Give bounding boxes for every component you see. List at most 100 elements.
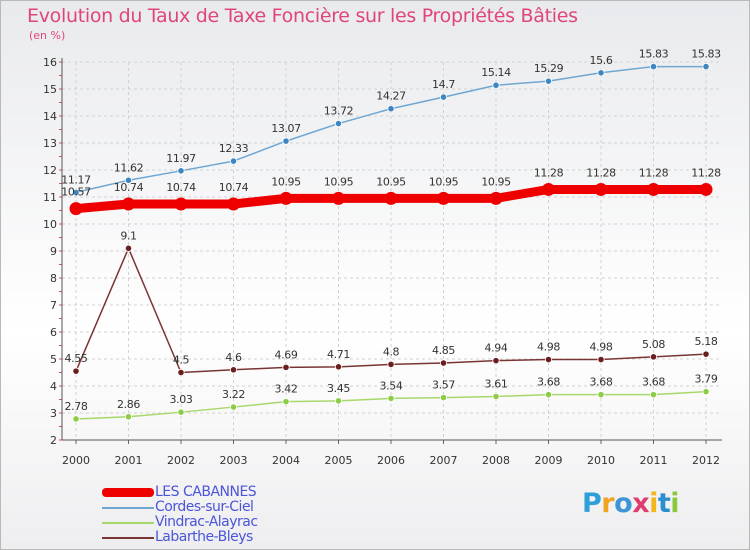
data-point-labarthe-bleys	[649, 353, 658, 361]
data-label-vindrac-alayrac: 3.42	[275, 383, 298, 396]
data-point-vindrac-alayrac	[72, 415, 80, 423]
legend-swatch-les-cabannes	[102, 488, 154, 497]
data-point-les-cabannes	[699, 182, 713, 196]
y-tick-label: 8	[50, 272, 57, 285]
data-label-labarthe-bleys: 4.5	[173, 354, 190, 367]
data-label-vindrac-alayrac: 3.57	[432, 379, 455, 392]
data-point-les-cabannes	[69, 202, 83, 216]
data-label-les-cabannes: 10.95	[481, 175, 511, 188]
legend-swatch-labarthe-bleys	[102, 537, 154, 539]
data-point-labarthe-bleys	[492, 357, 500, 365]
data-point-cordes-sur-ciel	[124, 176, 133, 184]
data-label-vindrac-alayrac: 3.68	[642, 376, 665, 389]
data-label-labarthe-bleys: 4.98	[537, 341, 560, 354]
x-tick-label: 2009	[535, 454, 563, 467]
data-label-cordes-sur-ciel: 14.27	[376, 90, 406, 103]
data-label-les-cabannes: 10.74	[114, 181, 144, 194]
data-point-labarthe-bleys	[597, 355, 605, 364]
data-label-labarthe-bleys: 5.08	[642, 338, 665, 351]
data-label-vindrac-alayrac: 3.68	[590, 376, 613, 389]
legend-label: Vindrac-Alayrac	[155, 514, 258, 530]
data-label-cordes-sur-ciel: 15.29	[534, 62, 564, 75]
y-axis-unit: (en %)	[29, 29, 66, 42]
data-label-vindrac-alayrac: 3.61	[485, 378, 508, 391]
x-tick-label: 2000	[62, 454, 90, 467]
data-label-les-cabannes: 11.28	[639, 166, 669, 179]
data-point-labarthe-bleys	[124, 244, 133, 252]
data-label-labarthe-bleys: 4.55	[65, 352, 88, 365]
data-point-vindrac-alayrac	[597, 391, 605, 399]
data-label-les-cabannes: 11.28	[534, 166, 564, 179]
y-tick-label: 3	[50, 407, 57, 420]
x-tick-label: 2006	[377, 454, 405, 467]
y-tick-label: 11	[43, 191, 57, 204]
data-label-cordes-sur-ciel: 11.97	[166, 152, 196, 165]
data-label-labarthe-bleys: 4.69	[275, 348, 298, 361]
x-tick-label: 2008	[482, 454, 510, 467]
data-label-les-cabannes: 10.95	[429, 175, 459, 188]
data-point-les-cabannes	[594, 182, 608, 196]
data-label-les-cabannes: 10.74	[166, 181, 196, 194]
y-tick-label: 9	[50, 245, 57, 258]
data-point-labarthe-bleys	[334, 363, 343, 371]
x-tick-label: 2007	[430, 454, 458, 467]
y-tick-label: 15	[43, 83, 57, 96]
data-label-cordes-sur-ciel: 15.6	[590, 54, 613, 67]
data-point-les-cabannes	[437, 191, 450, 205]
y-tick-label: 13	[43, 137, 57, 150]
data-label-labarthe-bleys: 4.8	[383, 345, 400, 358]
data-label-labarthe-bleys: 9.1	[120, 229, 136, 242]
y-tick-label: 10	[43, 218, 57, 231]
data-label-cordes-sur-ciel: 15.83	[639, 48, 669, 61]
data-point-vindrac-alayrac	[229, 403, 238, 411]
data-point-vindrac-alayrac	[544, 391, 553, 399]
legend-label: Labarthe-Bleys	[155, 529, 253, 545]
data-point-cordes-sur-ciel	[387, 105, 395, 113]
data-point-vindrac-alayrac	[282, 398, 290, 406]
data-point-vindrac-alayrac	[334, 397, 343, 405]
data-point-vindrac-alayrac	[649, 391, 658, 399]
legend-label: Cordes-sur-Ciel	[155, 499, 254, 515]
data-label-cordes-sur-ciel: 14.7	[432, 78, 455, 91]
data-point-labarthe-bleys	[229, 366, 238, 374]
y-tick-label: 16	[43, 56, 57, 69]
data-label-cordes-sur-ciel: 15.14	[481, 66, 511, 79]
data-point-les-cabannes	[332, 191, 345, 205]
data-label-les-cabannes: 11.28	[691, 166, 721, 179]
data-point-vindrac-alayrac	[124, 413, 133, 421]
x-tick-label: 2002	[167, 454, 195, 467]
data-label-les-cabannes: 10.95	[376, 175, 406, 188]
data-point-labarthe-bleys	[439, 359, 448, 367]
data-point-les-cabannes	[647, 182, 660, 196]
data-label-vindrac-alayrac: 3.03	[170, 393, 193, 406]
data-label-labarthe-bleys: 4.85	[432, 344, 455, 357]
y-tick-label: 4	[50, 380, 57, 393]
data-point-cordes-sur-ciel	[649, 62, 658, 71]
data-label-cordes-sur-ciel: 13.07	[271, 122, 301, 135]
data-label-cordes-sur-ciel: 11.62	[114, 161, 144, 174]
legend-label: LES CABANNES	[155, 484, 257, 500]
data-label-cordes-sur-ciel: 15.83	[691, 48, 721, 61]
data-point-labarthe-bleys	[282, 363, 290, 371]
data-label-labarthe-bleys: 4.71	[327, 348, 350, 361]
y-tick-label: 7	[50, 299, 57, 312]
data-point-cordes-sur-ciel	[544, 77, 553, 85]
data-point-labarthe-bleys	[387, 360, 395, 368]
data-point-cordes-sur-ciel	[597, 69, 605, 77]
data-label-vindrac-alayrac: 2.86	[117, 398, 140, 411]
x-tick-label: 2012	[692, 454, 720, 467]
data-point-les-cabannes	[384, 191, 398, 205]
y-tick-label: 14	[43, 110, 57, 123]
data-point-les-cabannes	[227, 197, 240, 211]
data-label-vindrac-alayrac: 3.79	[695, 373, 718, 386]
data-point-vindrac-alayrac	[177, 408, 185, 416]
data-point-les-cabannes	[489, 191, 503, 205]
y-tick-label: 5	[50, 353, 57, 366]
data-point-cordes-sur-ciel	[282, 137, 290, 145]
data-point-cordes-sur-ciel	[334, 119, 343, 128]
chart-title: Evolution du Taux de Taxe Foncière sur l…	[27, 5, 578, 27]
legend-swatch-vindrac-alayrac	[102, 522, 154, 524]
data-point-cordes-sur-ciel	[702, 62, 710, 71]
data-label-vindrac-alayrac: 3.22	[222, 388, 245, 401]
